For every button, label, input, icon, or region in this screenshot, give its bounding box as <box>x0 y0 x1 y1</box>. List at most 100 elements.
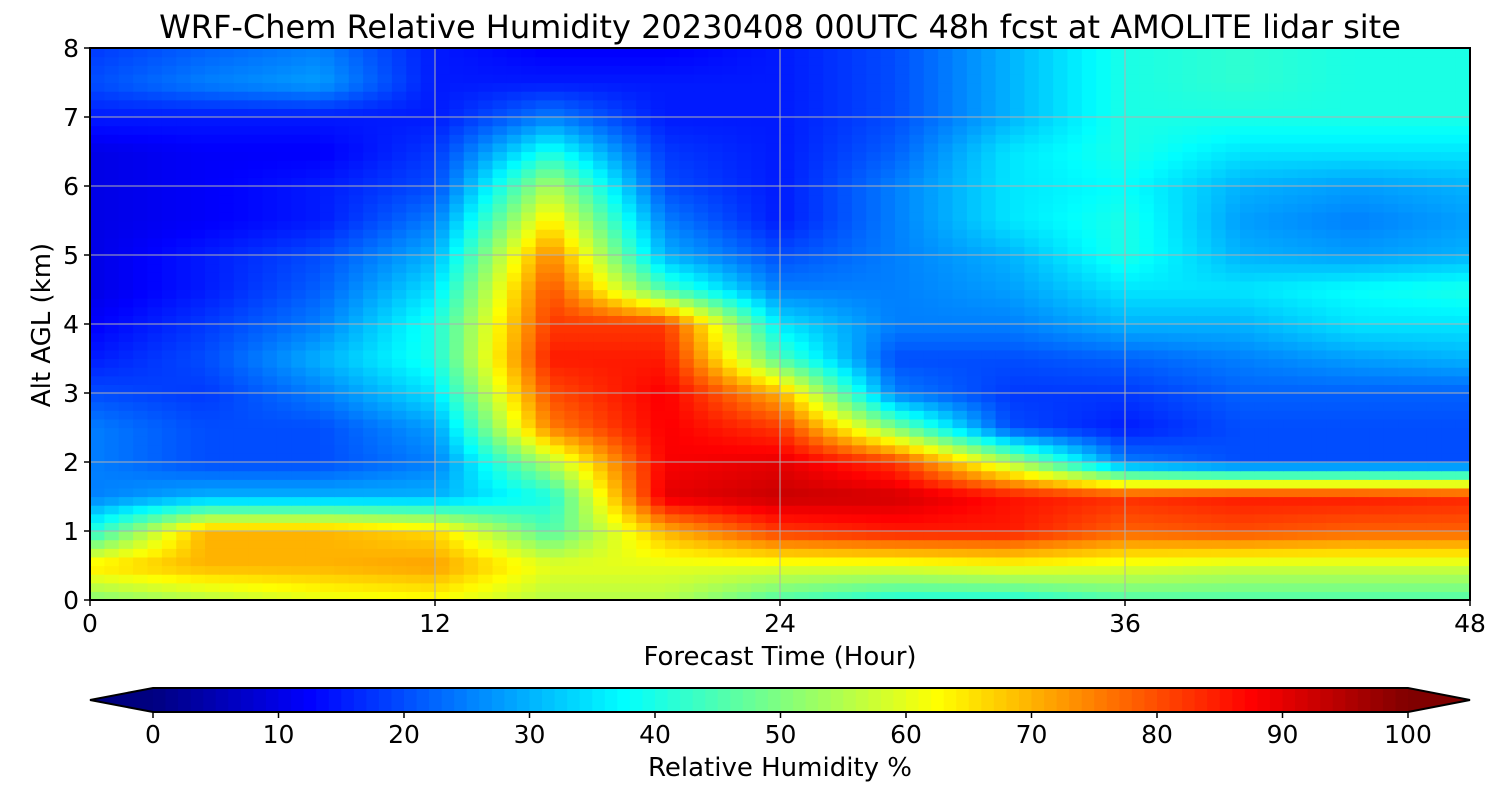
heatmap-cell <box>118 513 134 523</box>
heatmap-cell <box>1311 436 1327 446</box>
heatmap-cell <box>679 496 695 506</box>
heatmap-cell <box>377 306 393 316</box>
heatmap-cell <box>118 401 134 411</box>
heatmap-cell <box>391 513 407 523</box>
heatmap-cell <box>550 349 565 360</box>
heatmap-cell <box>1139 211 1155 222</box>
heatmap-cell <box>90 332 105 342</box>
heatmap-cell <box>535 522 551 532</box>
heatmap-cell <box>205 341 220 351</box>
heatmap-cell <box>751 255 767 265</box>
heatmap-cell <box>190 479 206 489</box>
heatmap-cell <box>708 513 724 523</box>
heatmap-cell <box>1125 168 1140 178</box>
heatmap-cell <box>1081 375 1097 385</box>
heatmap-cell <box>794 186 810 196</box>
heatmap-cell <box>391 306 407 316</box>
heatmap-cell <box>233 289 249 299</box>
heatmap-cell <box>564 522 580 532</box>
heatmap-cell <box>636 263 652 273</box>
heatmap-cell <box>1168 177 1184 187</box>
heatmap-cell <box>1067 151 1083 161</box>
heatmap-cell <box>348 263 364 273</box>
heatmap-cell <box>1311 272 1327 282</box>
heatmap-cell <box>478 186 494 196</box>
heatmap-cell <box>722 470 738 480</box>
heatmap-cell <box>492 194 508 204</box>
heatmap-cell <box>1053 401 1069 411</box>
heatmap-cell <box>880 582 896 592</box>
heatmap-cell <box>1268 453 1284 463</box>
heatmap-cell <box>1340 324 1356 334</box>
heatmap-cell <box>1010 203 1025 213</box>
heatmap-cell <box>1038 565 1054 575</box>
heatmap-cell <box>535 160 551 170</box>
heatmap-cell <box>1240 237 1255 247</box>
heatmap-cell <box>1081 436 1097 446</box>
heatmap-cell <box>923 444 939 454</box>
heatmap-cell <box>535 315 551 325</box>
heatmap-cell <box>665 263 680 273</box>
heatmap-cell <box>1297 453 1313 463</box>
heatmap-cell <box>262 332 278 342</box>
heatmap-cell <box>478 591 494 601</box>
heatmap-cell <box>205 539 220 549</box>
heatmap-cell <box>1211 574 1227 584</box>
heatmap-cell <box>219 582 235 592</box>
heatmap-cell <box>1311 358 1327 368</box>
heatmap-cell <box>1010 444 1025 454</box>
heatmap-cell <box>334 168 350 178</box>
heatmap-cell <box>693 487 709 498</box>
heatmap-cell <box>1369 263 1385 273</box>
heatmap-cell <box>1340 280 1356 291</box>
heatmap-cell <box>449 280 465 291</box>
heatmap-cell <box>923 574 939 584</box>
heatmap-cell <box>866 470 882 480</box>
heatmap-cell <box>1311 229 1327 239</box>
heatmap-cell <box>823 280 839 291</box>
heatmap-cell <box>147 177 163 187</box>
heatmap-cell <box>1355 211 1370 222</box>
heatmap-cell <box>1311 263 1327 273</box>
heatmap-cell <box>1412 384 1428 394</box>
heatmap-cell <box>621 272 637 282</box>
heatmap-cell <box>966 280 982 291</box>
heatmap-cell <box>90 539 105 549</box>
heatmap-cell <box>363 513 379 523</box>
heatmap-cell <box>1355 582 1370 592</box>
heatmap-cell <box>305 367 321 377</box>
heatmap-cell <box>679 151 695 161</box>
heatmap-cell <box>780 453 795 463</box>
heatmap-cell <box>1110 229 1126 239</box>
heatmap-cell <box>435 255 450 265</box>
heatmap-cell <box>492 186 508 196</box>
heatmap-cell <box>851 255 867 265</box>
heatmap-cell <box>1182 418 1198 429</box>
heatmap-cell <box>1168 384 1184 394</box>
heatmap-cell <box>147 237 163 247</box>
heatmap-cell <box>1383 444 1399 454</box>
heatmap-cell <box>348 505 364 515</box>
heatmap-cell <box>1326 186 1342 196</box>
heatmap-cell <box>492 160 508 170</box>
heatmap-cell <box>780 470 795 480</box>
heatmap-cell <box>823 479 839 489</box>
heatmap-cell <box>636 168 652 178</box>
heatmap-cell <box>161 211 177 222</box>
heatmap-cell <box>722 436 738 446</box>
heatmap-cell <box>621 349 637 360</box>
heatmap-cell <box>1398 229 1414 239</box>
heatmap-cell <box>348 237 364 247</box>
heatmap-cell <box>1139 384 1155 394</box>
heatmap-cell <box>305 436 321 446</box>
heatmap-cell <box>1311 531 1327 541</box>
heatmap-cell <box>1024 358 1040 368</box>
heatmap-cell <box>506 556 522 567</box>
heatmap-cell <box>1455 453 1471 463</box>
heatmap-cell <box>794 203 810 213</box>
heatmap-cell <box>837 255 853 265</box>
heatmap-cell <box>1355 306 1370 316</box>
heatmap-cell <box>1053 539 1069 549</box>
heatmap-cell <box>363 539 379 549</box>
heatmap-cell <box>923 522 939 532</box>
